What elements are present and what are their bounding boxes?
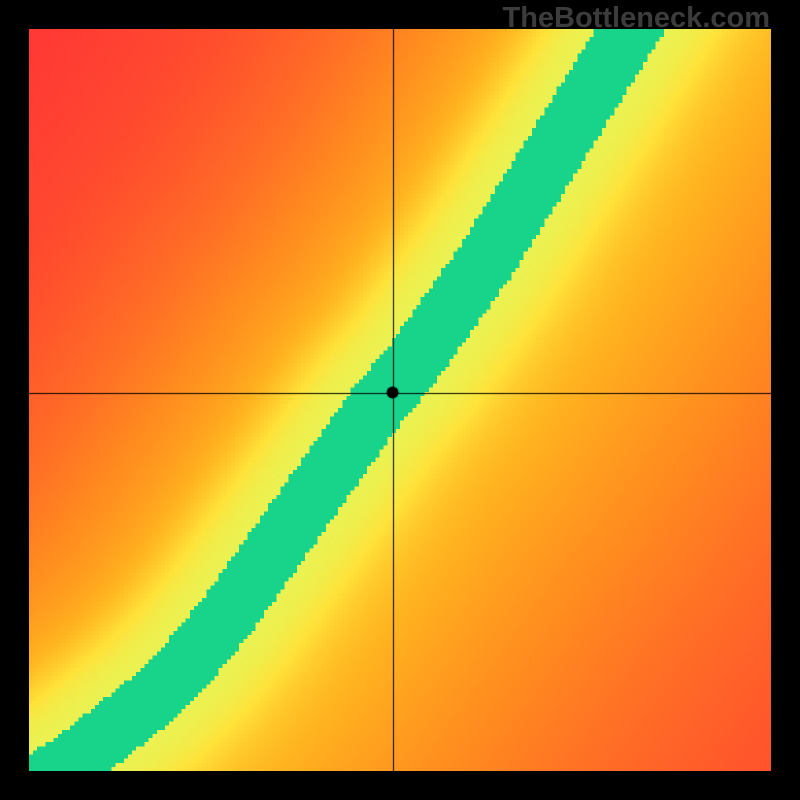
- watermark-text: TheBottleneck.com: [503, 2, 771, 35]
- crosshair-overlay: [29, 29, 771, 771]
